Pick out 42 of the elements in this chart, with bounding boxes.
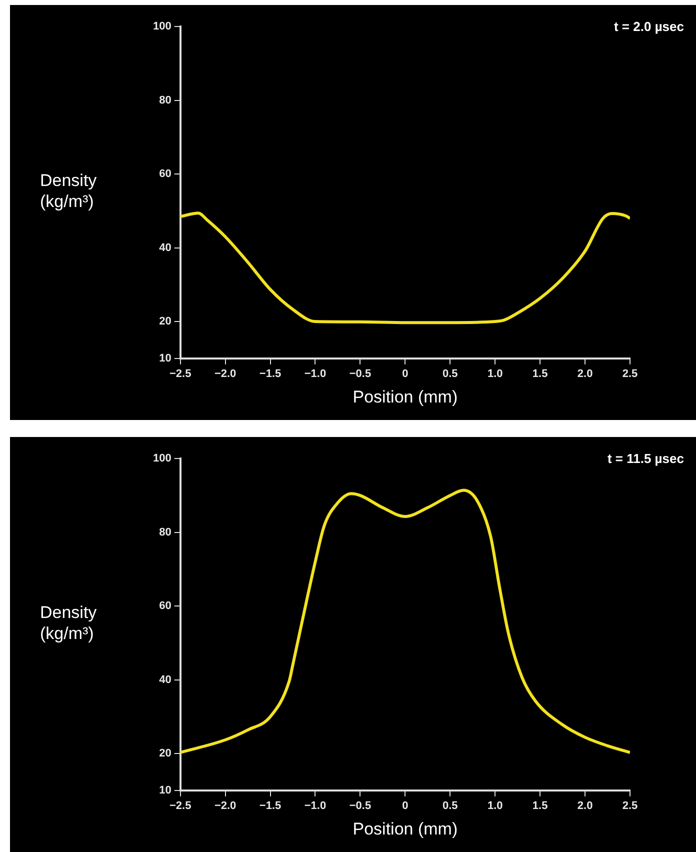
x-tick-label: 0 (402, 368, 408, 380)
y-tick-label: 100 (152, 452, 172, 465)
y-tick-label: 60 (159, 168, 172, 180)
x-tick-label: −1.0 (304, 368, 326, 380)
x-axis-title: Position (mm) (352, 387, 458, 406)
y-tick-label: 40 (159, 242, 172, 254)
x-tick-label: −2.5 (169, 800, 192, 812)
y-tick-label: 20 (159, 748, 172, 760)
y-tick-label: 80 (159, 94, 172, 106)
y-tick-label: 20 (159, 316, 172, 328)
x-tick-label: 0 (402, 800, 408, 812)
x-tick-label: −0.5 (349, 800, 372, 812)
x-tick-label: −0.5 (349, 368, 372, 380)
x-tick-label: 2.0 (577, 800, 593, 812)
x-tick-label: −2.0 (214, 800, 236, 812)
y-axis-title: Density (kg/m³) (40, 602, 98, 644)
y-tick-label: 10 (159, 352, 172, 364)
y-tick-label: 40 (159, 674, 172, 686)
x-tick-label: 2.5 (622, 800, 638, 812)
x-tick-label: 2.5 (622, 368, 638, 380)
y-tick-label: 100 (152, 20, 172, 33)
y-tick-label: 60 (159, 600, 172, 612)
x-tick-label: −2.0 (214, 368, 236, 380)
x-tick-label: 1.0 (487, 800, 503, 812)
x-tick-label: 1.0 (487, 368, 503, 380)
x-tick-label: −2.5 (169, 368, 192, 380)
line-series (180, 212, 630, 324)
annotation: t = 11.5 µsec (607, 451, 684, 466)
y-tick-label: 10 (159, 784, 172, 796)
line-series (180, 488, 630, 754)
x-tick-label: 2.0 (577, 368, 593, 380)
x-tick-label: −1.5 (259, 800, 282, 812)
x-tick-label: −1.0 (304, 800, 326, 812)
x-tick-label: −1.5 (259, 368, 282, 380)
annotation: t = 2.0 µsec (614, 19, 684, 34)
x-tick-label: 0.5 (442, 800, 458, 812)
x-tick-label: 0.5 (442, 368, 458, 380)
y-tick-label: 80 (159, 526, 172, 538)
y-axis-title: Density (kg/m³) (40, 170, 98, 212)
x-tick-label: 1.5 (532, 800, 548, 812)
x-axis-title: Position (mm) (352, 819, 458, 838)
x-tick-label: 1.5 (532, 368, 548, 380)
